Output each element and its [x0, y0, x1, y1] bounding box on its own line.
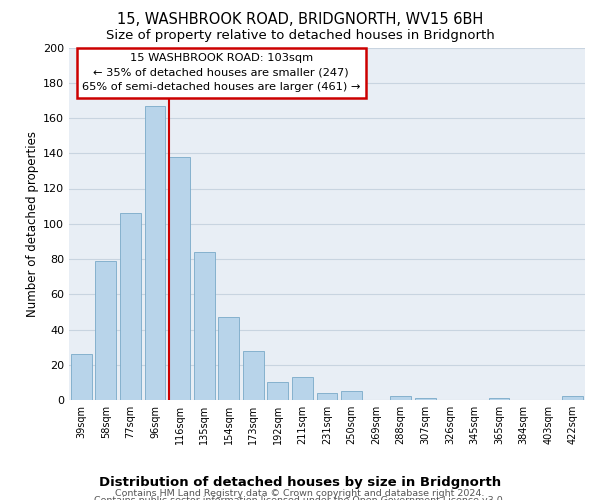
- Text: 15 WASHBROOK ROAD: 103sqm
← 35% of detached houses are smaller (247)
65% of semi: 15 WASHBROOK ROAD: 103sqm ← 35% of detac…: [82, 53, 361, 92]
- Bar: [194, 252, 215, 400]
- Bar: [120, 213, 141, 400]
- Bar: [292, 377, 313, 400]
- Bar: [95, 261, 116, 400]
- Bar: [243, 350, 264, 400]
- Bar: [268, 382, 289, 400]
- Text: Size of property relative to detached houses in Bridgnorth: Size of property relative to detached ho…: [106, 29, 494, 42]
- Y-axis label: Number of detached properties: Number of detached properties: [26, 130, 39, 317]
- Bar: [562, 396, 583, 400]
- Bar: [145, 106, 166, 400]
- Bar: [488, 398, 509, 400]
- Bar: [341, 391, 362, 400]
- Text: Contains HM Land Registry data © Crown copyright and database right 2024.: Contains HM Land Registry data © Crown c…: [115, 489, 485, 498]
- Bar: [169, 157, 190, 400]
- Text: Distribution of detached houses by size in Bridgnorth: Distribution of detached houses by size …: [99, 476, 501, 489]
- Bar: [390, 396, 411, 400]
- Bar: [415, 398, 436, 400]
- Bar: [317, 393, 337, 400]
- Bar: [71, 354, 92, 400]
- Text: 15, WASHBROOK ROAD, BRIDGNORTH, WV15 6BH: 15, WASHBROOK ROAD, BRIDGNORTH, WV15 6BH: [117, 12, 483, 28]
- Bar: [218, 317, 239, 400]
- Text: Contains public sector information licensed under the Open Government Licence v3: Contains public sector information licen…: [94, 496, 506, 500]
